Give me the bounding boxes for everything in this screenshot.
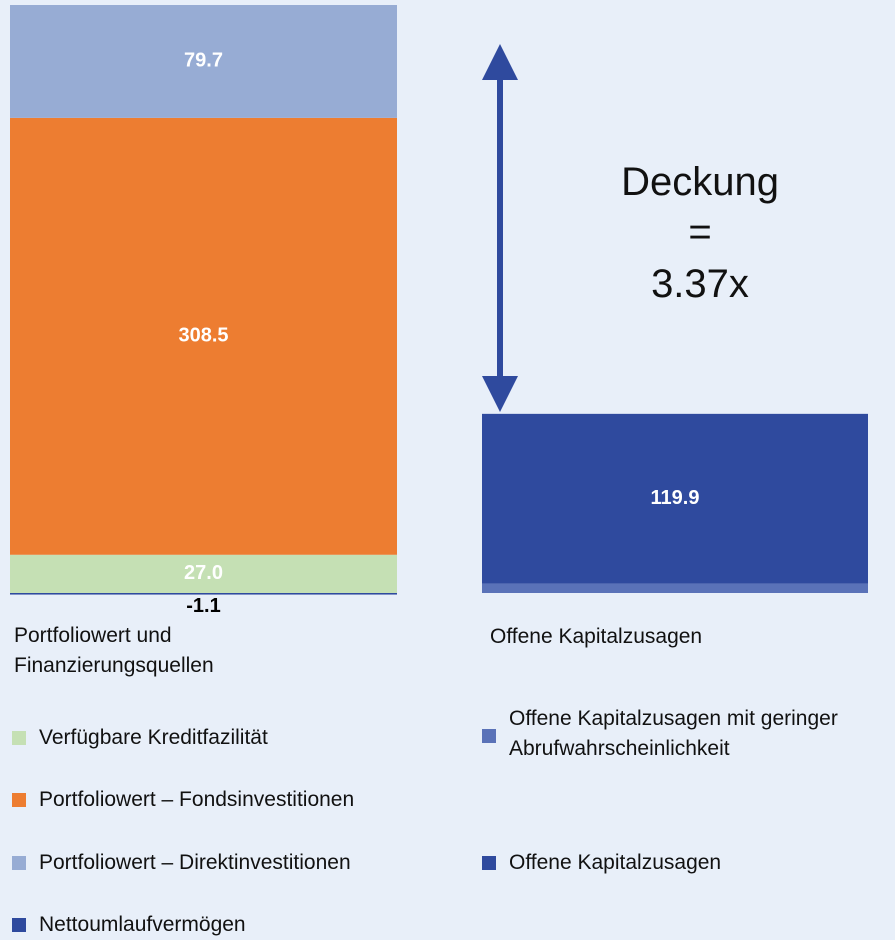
- value-label: 79.7: [184, 50, 223, 72]
- legend-label: Verfügbare Kreditfazilität: [39, 726, 268, 749]
- annotation: =: [688, 210, 712, 254]
- bar-segment: [482, 413, 868, 584]
- legend-label: Offene Kapitalzusagen: [509, 851, 722, 874]
- bar-segment: [10, 5, 397, 118]
- legend-swatch: [12, 793, 26, 807]
- bar-segment: [482, 583, 868, 593]
- legend-swatch: [482, 729, 496, 743]
- legend-swatch: [482, 856, 496, 870]
- bar-segment: [10, 554, 397, 593]
- legend-swatch: [12, 856, 26, 870]
- annotation: Deckung: [621, 160, 779, 204]
- bar-segment: [10, 593, 397, 595]
- value-label: 119.9: [651, 487, 700, 509]
- legend-label: Nettoumlaufvermögen: [39, 913, 246, 936]
- value-label: 308.5: [178, 325, 228, 347]
- annotation: 3.37x: [651, 262, 749, 306]
- x-tick-label: Offene Kapitalzusagen: [490, 625, 703, 648]
- bar-segment: [10, 117, 397, 555]
- value-label: 27.0: [184, 562, 223, 584]
- legend-label: Portfoliowert – Fondsinvestitionen: [39, 788, 355, 811]
- legend-label: Portfoliowert – Direktinvestitionen: [39, 851, 351, 874]
- legend-label: Offene Kapitalzusagen mit geringer Abruf…: [509, 707, 838, 760]
- legend-swatch: [12, 918, 26, 932]
- legend-swatch: [12, 731, 26, 745]
- x-tick-label: Portfoliowert und Finanzierungsquellen: [14, 624, 214, 677]
- value-label: -1.1: [186, 595, 220, 617]
